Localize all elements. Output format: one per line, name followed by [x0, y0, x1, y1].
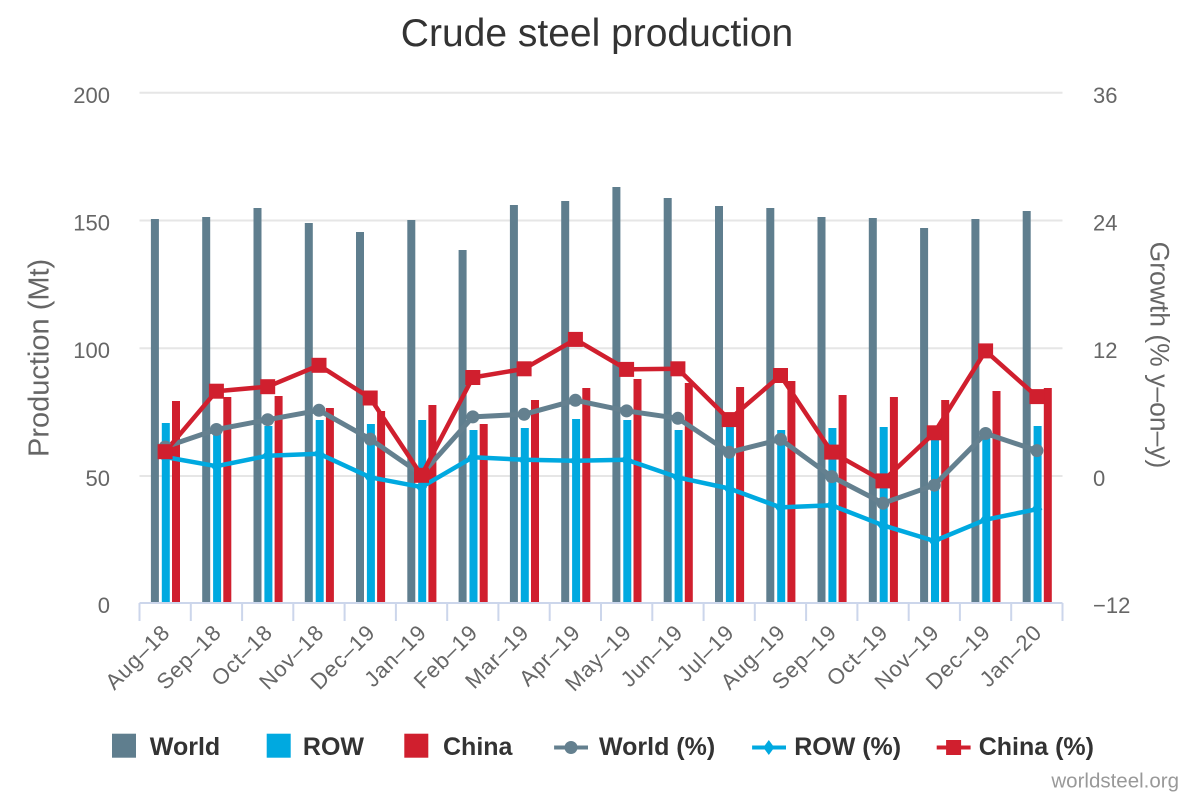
- svg-text:0: 0: [98, 593, 110, 618]
- svg-text:−12: −12: [1093, 593, 1130, 618]
- svg-text:200: 200: [73, 83, 110, 108]
- svg-text:12: 12: [1093, 338, 1117, 363]
- svg-text:World (%): World (%): [599, 733, 715, 761]
- svg-text:Growth (% y–on–y): Growth (% y–on–y): [1145, 242, 1175, 469]
- svg-text:36: 36: [1093, 83, 1117, 108]
- svg-text:China (%): China (%): [979, 733, 1094, 761]
- svg-text:Production (Mt): Production (Mt): [24, 259, 56, 457]
- svg-text:ROW: ROW: [303, 733, 365, 761]
- svg-text:ROW (%): ROW (%): [794, 733, 901, 761]
- svg-text:24: 24: [1093, 211, 1117, 236]
- svg-text:150: 150: [73, 211, 110, 236]
- svg-text:World: World: [150, 733, 220, 761]
- svg-text:China: China: [443, 733, 514, 761]
- svg-text:Crude steel production: Crude steel production: [401, 12, 793, 55]
- svg-text:100: 100: [73, 338, 110, 363]
- svg-text:0: 0: [1093, 466, 1105, 491]
- svg-text:worldsteel.org: worldsteel.org: [1050, 770, 1179, 793]
- svg-text:50: 50: [86, 466, 110, 491]
